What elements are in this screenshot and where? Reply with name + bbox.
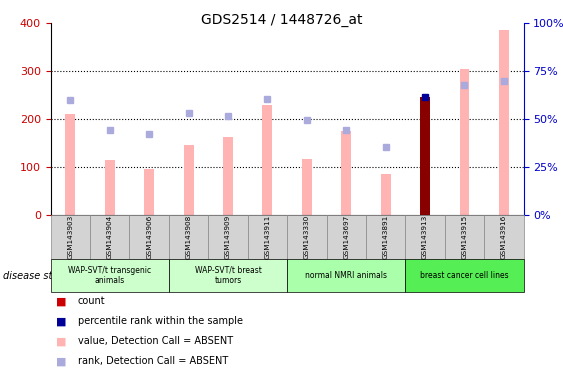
Text: GSM143330: GSM143330	[304, 215, 310, 259]
Text: value, Detection Call = ABSENT: value, Detection Call = ABSENT	[78, 336, 233, 346]
Text: count: count	[78, 296, 105, 306]
Text: GDS2514 / 1448726_at: GDS2514 / 1448726_at	[201, 13, 362, 27]
Text: GSM143908: GSM143908	[186, 215, 191, 259]
Bar	[499, 30, 509, 215]
Text: ■: ■	[56, 316, 67, 326]
Bar	[65, 114, 75, 215]
Text: normal NMRI animals: normal NMRI animals	[305, 271, 387, 280]
Bar	[262, 104, 272, 215]
Bar	[381, 174, 391, 215]
Text: GSM143697: GSM143697	[343, 215, 349, 259]
Bar	[223, 137, 233, 215]
Text: ■: ■	[56, 296, 67, 306]
Text: GSM143904: GSM143904	[107, 215, 113, 259]
Bar	[144, 169, 154, 215]
Bar	[459, 69, 470, 215]
Text: WAP-SVT/t transgenic
animals: WAP-SVT/t transgenic animals	[68, 266, 151, 285]
Text: GSM143915: GSM143915	[462, 215, 467, 259]
Text: GSM143906: GSM143906	[146, 215, 152, 259]
Bar	[105, 160, 115, 215]
Text: GSM143903: GSM143903	[68, 215, 73, 259]
Text: ■: ■	[56, 336, 67, 346]
Text: ■: ■	[56, 356, 67, 366]
Text: WAP-SVT/t breast
tumors: WAP-SVT/t breast tumors	[195, 266, 261, 285]
Text: GSM143916: GSM143916	[501, 215, 507, 259]
Text: GSM143909: GSM143909	[225, 215, 231, 259]
Bar	[420, 98, 430, 215]
Text: percentile rank within the sample: percentile rank within the sample	[78, 316, 243, 326]
Text: disease state  ▶: disease state ▶	[3, 270, 82, 281]
Text: GSM143911: GSM143911	[265, 215, 270, 259]
Bar	[302, 159, 312, 215]
Text: rank, Detection Call = ABSENT: rank, Detection Call = ABSENT	[78, 356, 228, 366]
Text: GSM143913: GSM143913	[422, 215, 428, 259]
Text: GSM143891: GSM143891	[383, 215, 388, 259]
Bar	[341, 131, 351, 215]
Bar	[184, 146, 194, 215]
Text: breast cancer cell lines: breast cancer cell lines	[420, 271, 509, 280]
